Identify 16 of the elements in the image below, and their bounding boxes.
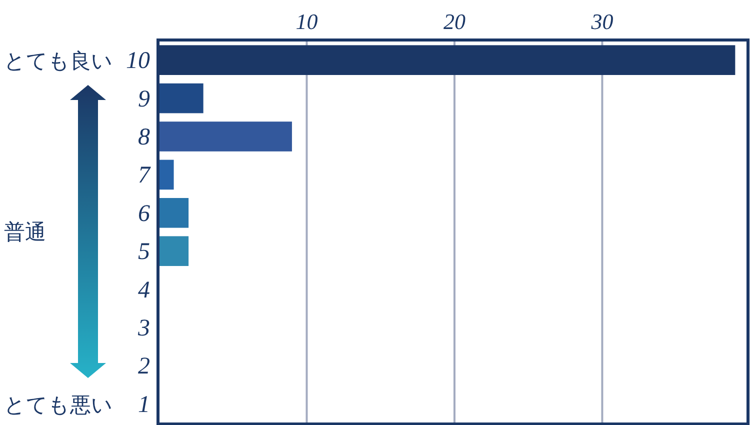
x-tick-label: 10 xyxy=(296,9,318,34)
y-tick-label: 9 xyxy=(138,86,150,112)
y-tick-label: 7 xyxy=(138,162,151,189)
y-tick-label: 4 xyxy=(138,277,150,304)
y-tick-label: 2 xyxy=(138,354,150,380)
y-tick-label: 5 xyxy=(138,239,150,266)
x-tick-label: 20 xyxy=(443,9,466,34)
annotation: 普通 xyxy=(4,220,46,244)
y-tick-label: 1 xyxy=(138,392,150,418)
y-tick-label: 6 xyxy=(138,200,150,227)
y-tick-label: 8 xyxy=(138,124,150,150)
y-tick-label: 10 xyxy=(126,48,150,74)
annotation: とても良い xyxy=(4,49,113,74)
y-tick-label: 3 xyxy=(137,316,150,342)
annotation: とても悪い xyxy=(4,392,113,417)
x-tick-label: 30 xyxy=(590,9,614,34)
